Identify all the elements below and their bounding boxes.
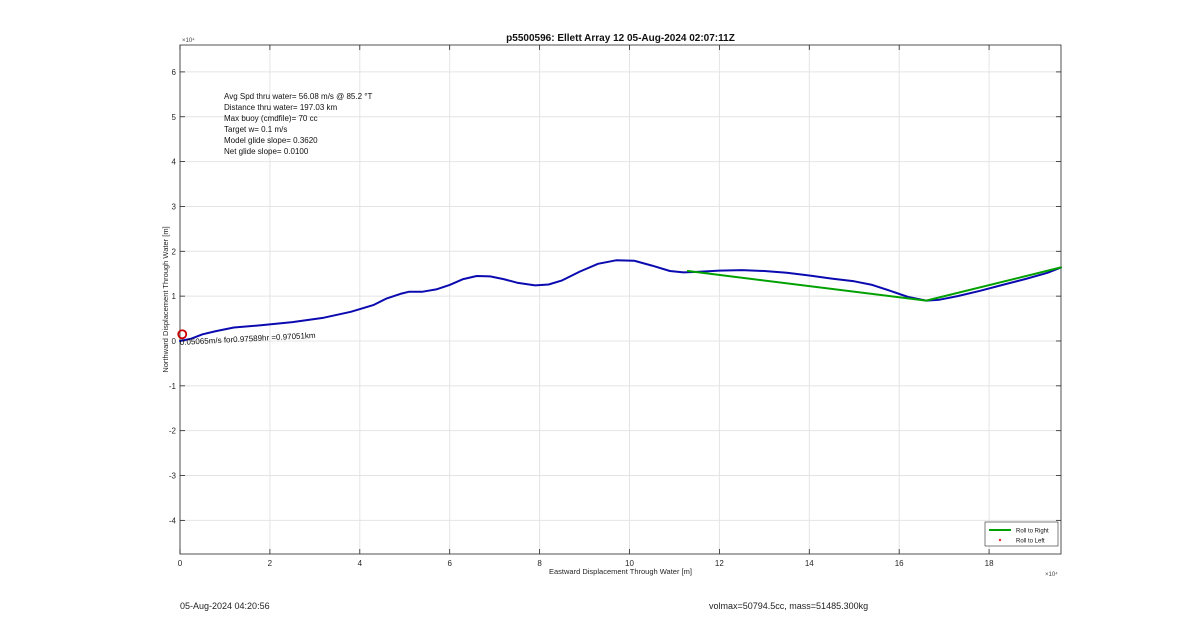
legend-label: Roll to Left (1016, 539, 1045, 545)
footer-timestamp: 05-Aug-2024 04:20:56 (180, 601, 270, 611)
y-tick-label: 6 (172, 68, 177, 77)
chart-title: p5500596: Ellett Array 12 05-Aug-2024 02… (506, 33, 735, 44)
stats-annotation: Net glide slope= 0.0100 (224, 147, 309, 156)
legend-box (984, 521, 1059, 547)
legend-swatch-dot (998, 538, 1002, 542)
y-tick-label: 4 (172, 158, 177, 167)
x-tick-label: 8 (537, 559, 542, 568)
stats-annotation: Max buoy (cmdfile)= 70 cc (224, 114, 318, 123)
x-tick-label: 16 (895, 559, 904, 568)
trajectory-line (179, 259, 1062, 342)
footer-vol-mass: volmax=50794.5cc, mass=51485.300kg (709, 601, 869, 611)
y-tick-label: -2 (169, 427, 177, 436)
x-tick-label: 10 (625, 559, 634, 568)
y-tick-label: 5 (172, 113, 177, 122)
x-tick-label: 4 (358, 559, 363, 568)
y-tick-label: -3 (169, 472, 177, 481)
x-axis-label: Eastward Displacement Through Water [m] (549, 567, 692, 576)
y-tick-label: 0 (172, 337, 177, 346)
y-tick-label: 2 (172, 247, 177, 256)
y-exponent-label: ×10⁴ (182, 37, 195, 44)
x-tick-label: 14 (805, 559, 814, 568)
y-tick-label: -4 (169, 516, 177, 525)
stats-annotation: Distance thru water= 197.03 km (224, 103, 338, 112)
x-tick-label: 0 (178, 559, 183, 568)
axes-box (179, 44, 1062, 555)
x-tick-label: 18 (985, 559, 994, 568)
x-exponent-label: ×10⁴ (1045, 571, 1058, 578)
y-tick-label: 3 (172, 202, 177, 211)
stats-annotation: Target w= 0.1 m/s (224, 125, 287, 134)
stats-annotation: Model glide slope= 0.3620 (224, 136, 318, 145)
roll-to-right-line (686, 266, 1062, 302)
start-marker (177, 329, 188, 340)
y-axis-label: Northward Displacement Through Water [m] (161, 226, 170, 372)
stats-annotation: Avg Spd thru water= 56.08 m/s @ 85.2 °T (224, 92, 372, 101)
x-tick-label: 2 (268, 559, 273, 568)
x-tick-label: 6 (447, 559, 452, 568)
y-tick-label: 1 (172, 292, 177, 301)
y-tick-label: -1 (169, 382, 177, 391)
legend-label: Roll to Right (1016, 529, 1049, 535)
x-tick-label: 12 (715, 559, 724, 568)
